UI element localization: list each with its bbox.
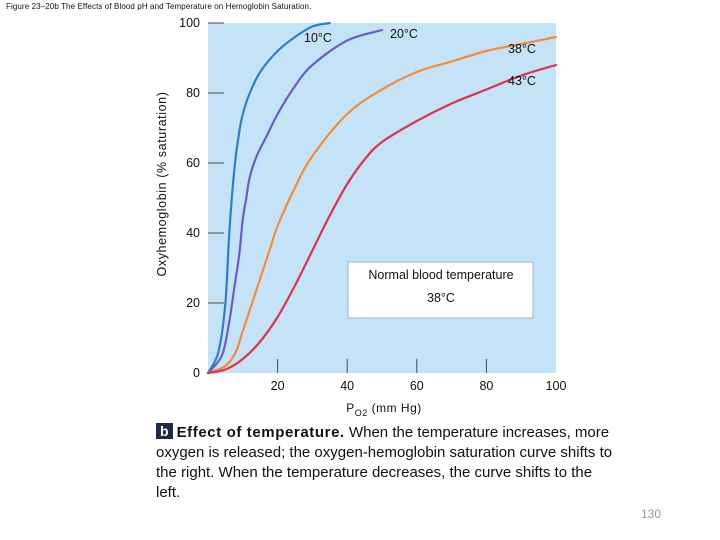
plot-area xyxy=(208,23,556,373)
y-tick-label-100: 100 xyxy=(179,16,200,30)
series-line-38C xyxy=(206,35,558,375)
y-axis-label: Oxyhemoglobin (% saturation) xyxy=(155,92,169,277)
series-line-10C xyxy=(206,21,331,375)
series-label-43C: 43°C xyxy=(508,74,536,88)
y-tick-label-60: 60 xyxy=(186,156,200,170)
series-label-38C: 38°C xyxy=(508,42,536,56)
caption-badge: b xyxy=(156,423,173,439)
series-labels: 10°C 20°C 38°C 43°C xyxy=(304,27,536,88)
x-axis-label-unit: (mm Hg) xyxy=(368,401,422,415)
figure-title: Figure 23–20b The Effects of Blood pH an… xyxy=(6,2,312,11)
oxyhemoglobin-chart: Normal blood temperature 38°C 0 20 40 60 80 1… xyxy=(155,16,567,418)
x-axis-label: PO2 (mm Hg) xyxy=(346,401,422,418)
y-tick-label-20: 20 xyxy=(186,296,200,310)
figure-caption: b Effect of temperature. When the tempera… xyxy=(156,423,616,503)
caption-body: When the temperature increases, more oxy… xyxy=(156,424,613,501)
caption-lead: Effect of temperature. xyxy=(176,424,345,441)
annotation-line-1: Normal blood temperature xyxy=(368,268,513,282)
y-tick-label-40: 40 xyxy=(186,226,200,240)
x-axis-label-sub: O2 xyxy=(355,408,368,418)
annotation-line-2: 38°C xyxy=(427,291,455,305)
annotation-box: Normal blood temperature 38°C xyxy=(347,261,534,319)
annotation-box-frame xyxy=(347,261,534,319)
x-tick-label-40: 40 xyxy=(340,379,354,393)
page-number: 130 xyxy=(641,507,662,521)
series-line-20C xyxy=(206,28,384,375)
series-layer xyxy=(206,21,558,375)
series-label-20C: 20°C xyxy=(390,27,418,41)
y-tick-label-0: 0 xyxy=(193,366,200,380)
x-axis: 20 40 60 80 100 xyxy=(271,359,567,393)
x-axis-label-main: P xyxy=(346,401,355,415)
x-tick-label-100: 100 xyxy=(546,379,567,393)
y-tick-label-80: 80 xyxy=(186,86,200,100)
x-tick-label-60: 60 xyxy=(410,379,424,393)
series-line-43C xyxy=(206,63,558,375)
y-axis: 0 20 40 60 80 100 xyxy=(179,16,224,380)
series-label-10C: 10°C xyxy=(304,31,332,45)
x-tick-label-80: 80 xyxy=(479,379,493,393)
x-tick-label-20: 20 xyxy=(271,379,285,393)
